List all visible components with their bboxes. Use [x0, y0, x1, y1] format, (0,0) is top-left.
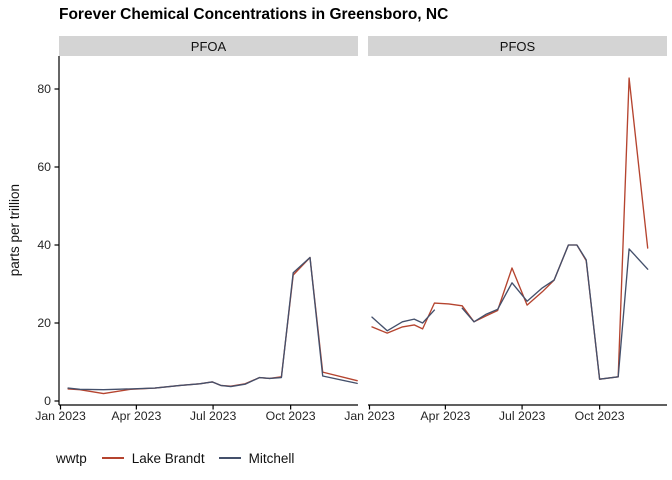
legend-key-lake-brandt-line	[101, 457, 124, 459]
y-tick-label: 20	[37, 316, 51, 330]
chart-title: Forever Chemical Concentrations in Green…	[59, 6, 449, 23]
legend-label-lake-brandt: Lake Brandt	[131, 450, 205, 466]
facet-strip-pfoa-label: PFOA	[190, 38, 227, 54]
series-line-pfoa-lake-brandt	[67, 256, 358, 395]
x-tick-label-pfos: Oct 2023	[575, 409, 625, 423]
legend-key-mitchell-line	[218, 457, 241, 459]
y-tick-label: 80	[37, 82, 51, 96]
series-line-pfos-lake-brandt	[371, 77, 649, 380]
x-tick-label-pfos: Jan 2023	[344, 409, 395, 423]
x-tick-label-pfos: Jul 2023	[499, 409, 546, 423]
y-tick-label: 0	[44, 394, 51, 408]
x-tick-label-pfoa: Jul 2023	[190, 409, 237, 423]
legend: wwtp Lake Brandt Mitchell	[56, 448, 308, 468]
legend-title: wwtp	[56, 450, 87, 466]
x-tick-label-pfos: Apr 2023	[420, 409, 470, 423]
y-tick-label: 40	[37, 238, 51, 252]
legend-entry-mitchell: Mitchell	[218, 450, 295, 466]
series-line-pfoa-mitchell	[67, 256, 358, 391]
y-tick-label: 60	[37, 160, 51, 174]
series-line-pfos-mitchell	[371, 244, 649, 380]
facet-strip-pfos-label: PFOS	[499, 38, 536, 54]
x-tick-label-pfoa: Jan 2023	[35, 409, 86, 423]
x-tick-label-pfoa: Oct 2023	[266, 409, 316, 423]
legend-label-mitchell: Mitchell	[248, 450, 295, 466]
x-tick-label-pfoa: Apr 2023	[111, 409, 161, 423]
facet-strip-pfos: PFOS	[368, 36, 667, 56]
legend-entry-lake-brandt: Lake Brandt	[101, 450, 205, 466]
facet-strip-pfoa: PFOA	[59, 36, 358, 56]
